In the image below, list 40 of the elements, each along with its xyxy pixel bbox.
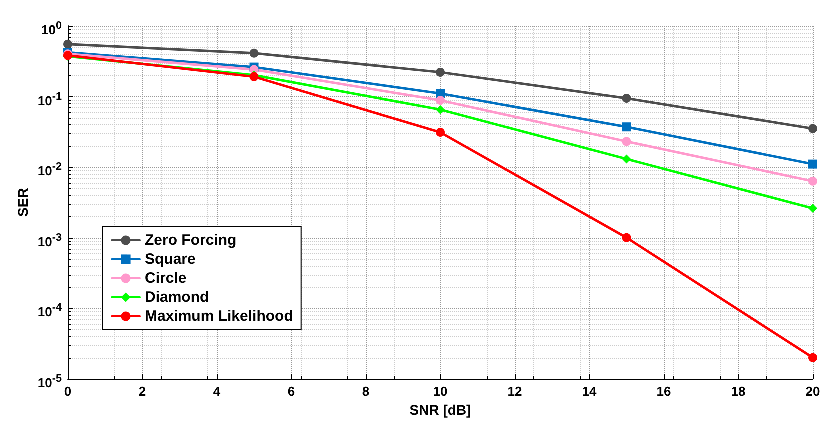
y-tick-label: 10$^{-2}$: [38, 160, 62, 181]
x-axis-title: SNR [dB]: [410, 402, 472, 418]
x-tick-label: 16: [656, 384, 672, 400]
legend-label: Maximum Likelihood: [145, 308, 294, 325]
x-tick-label: 6: [288, 384, 296, 400]
point: [436, 68, 445, 77]
point: [622, 122, 632, 132]
x-tick-label: 4: [213, 384, 222, 400]
legend-label: Circle: [145, 270, 187, 287]
legend-label: Zero Forcing: [145, 232, 237, 249]
y-tick-label: 10$^{-3}$: [38, 230, 62, 252]
point: [436, 128, 445, 138]
y-tick-label: 10$^{-4}$: [38, 301, 62, 322]
x-tick-label: 12: [508, 384, 522, 400]
legend-label: Square: [145, 251, 196, 268]
x-tick-label: 2: [138, 384, 146, 400]
point: [808, 353, 818, 362]
x-tick-label: 10: [433, 384, 448, 400]
point: [808, 160, 818, 169]
point: [808, 176, 818, 186]
point: [64, 40, 72, 49]
point: [808, 204, 818, 214]
point: [436, 96, 445, 106]
point: [622, 137, 632, 146]
point: [622, 233, 632, 242]
y-tick-label: 10$^{-5}$: [38, 372, 62, 392]
point: [436, 105, 445, 114]
x-tick-label: 18: [731, 384, 746, 400]
y-tick-label: 10$^{-1}$: [38, 90, 62, 110]
point: [250, 48, 259, 58]
x-tick-label: 0: [64, 384, 72, 400]
point: [808, 124, 818, 134]
x-tick-label: 20: [806, 384, 820, 400]
y-tick-label: 10$^{0}$: [42, 19, 62, 40]
x-tick-label: 8: [362, 384, 370, 400]
y-axis-title: SER: [15, 188, 31, 217]
legend-label: Diamond: [145, 289, 210, 306]
point: [622, 94, 632, 104]
point: [622, 154, 632, 164]
x-tick-label: 14: [582, 384, 598, 400]
